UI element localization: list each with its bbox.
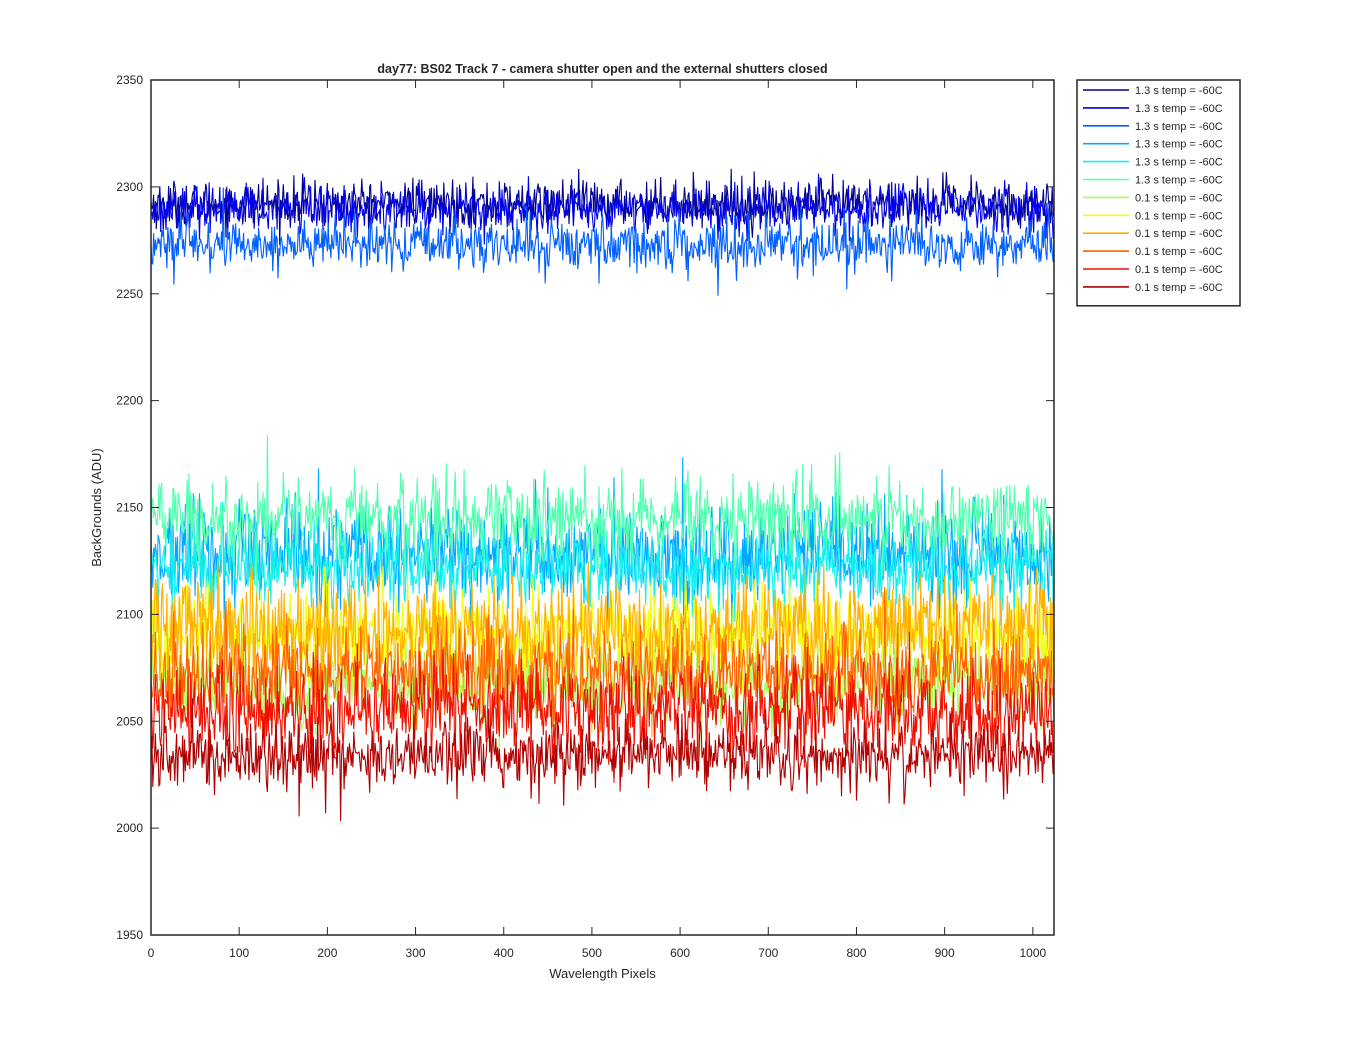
x-tick-label: 800: [846, 946, 866, 960]
x-tick-label: 0: [148, 946, 155, 960]
y-axis-label: BackGrounds (ADU): [89, 448, 104, 566]
x-tick-label: 500: [582, 946, 602, 960]
x-tick-label: 600: [670, 946, 690, 960]
legend-label-3: 1.3 s temp = -60C: [1135, 121, 1223, 133]
y-tick-label: 2100: [116, 607, 143, 621]
legend-box: [1076, 79, 1241, 307]
legend-label-5: 1.3 s temp = -60C: [1135, 157, 1223, 169]
legend-label-8: 0.1 s temp = -60C: [1135, 210, 1223, 222]
y-tick-label: 2350: [116, 73, 143, 87]
x-axis-ticks: 0 100 200 300 400 500 600 700 800 900 1000: [148, 80, 1047, 960]
plot-lines: [150, 168, 1055, 822]
legend-label-11: 0.1 s temp = -60C: [1135, 264, 1223, 276]
legend-label-9: 0.1 s temp = -60C: [1135, 228, 1223, 240]
x-axis-label: Wavelength Pixels: [549, 966, 656, 981]
x-tick-label: 900: [935, 946, 955, 960]
y-tick-label: 2200: [116, 394, 143, 408]
y-tick-label: 2300: [116, 180, 143, 194]
chart-title: day77: BS02 Track 7 - camera shutter ope…: [377, 62, 827, 76]
series-line-12: [150, 698, 1055, 822]
series-line-11: [150, 631, 1055, 784]
series-line-9: [150, 560, 1055, 737]
x-tick-label: 700: [758, 946, 778, 960]
legend-label-4: 1.3 s temp = -60C: [1135, 139, 1223, 151]
series-line-3: [150, 187, 1055, 296]
series-line-2: [150, 173, 1055, 245]
legend-label-6: 1.3 s temp = -60C: [1135, 175, 1223, 187]
legend-label-7: 0.1 s temp = -60C: [1135, 192, 1223, 204]
y-axis-ticks: 1950 2000 2050 2100 2150 2200 2250 2300 2350: [116, 73, 1054, 942]
y-tick-label: 2050: [116, 714, 143, 728]
legend-label-12: 0.1 s temp = -60C: [1135, 282, 1223, 294]
x-tick-label: 1000: [1019, 946, 1046, 960]
x-tick-label: 300: [406, 946, 426, 960]
legend: 1.3 s temp = -60C 1.3 s temp = -60C 1.3 s …: [1076, 79, 1241, 307]
x-tick-label: 100: [229, 946, 249, 960]
x-tick-label: 400: [494, 946, 514, 960]
series-line-6: [150, 435, 1055, 598]
y-tick-label: 2250: [116, 287, 143, 301]
x-tick-label: 200: [317, 946, 337, 960]
legend-label-2: 1.3 s temp = -60C: [1135, 103, 1223, 115]
legend-label-10: 0.1 s temp = -60C: [1135, 246, 1223, 258]
y-tick-label: 2000: [116, 821, 143, 835]
y-tick-label: 1950: [116, 928, 143, 942]
legend-label-1: 1.3 s temp = -60C: [1135, 85, 1223, 97]
y-tick-label: 2150: [116, 501, 143, 515]
